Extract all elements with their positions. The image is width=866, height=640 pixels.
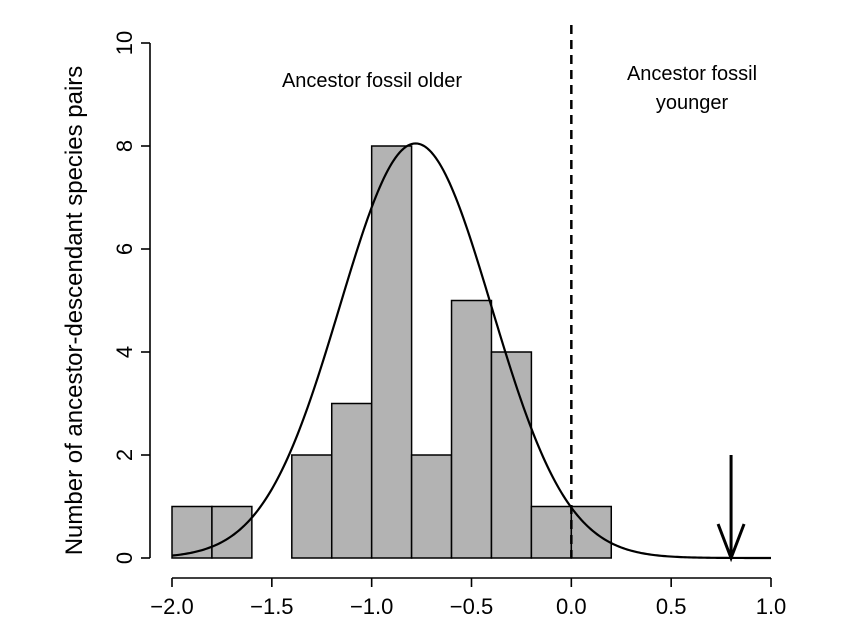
histogram-bar bbox=[490, 351, 533, 559]
annotation-ancestor-younger-line2: younger bbox=[656, 92, 729, 114]
histogram-bar bbox=[530, 505, 573, 559]
histogram-bar bbox=[370, 145, 413, 559]
y-tick-label: 6 bbox=[112, 243, 137, 255]
histogram-bar bbox=[330, 402, 373, 559]
histogram-bar bbox=[211, 505, 253, 559]
y-tick-label: 0 bbox=[112, 552, 137, 564]
histogram-bar bbox=[171, 505, 213, 559]
x-tick-label: 0.0 bbox=[556, 594, 587, 619]
y-tick-label: 10 bbox=[112, 31, 137, 55]
normal-fit-curve bbox=[171, 142, 771, 560]
x-tick-label: −1.0 bbox=[350, 594, 393, 619]
x-tick-label: 1.0 bbox=[756, 594, 787, 619]
y-tick-label: 2 bbox=[112, 449, 137, 461]
y-axis: 0 2 4 6 8 10 bbox=[112, 31, 151, 564]
histogram-bar bbox=[450, 299, 493, 559]
x-tick-label: −0.5 bbox=[450, 594, 493, 619]
x-tick-label: 0.5 bbox=[656, 594, 687, 619]
histogram-bar bbox=[410, 454, 453, 559]
y-tick-label: 4 bbox=[112, 346, 137, 358]
y-axis-title: Number of ancestor-descendant species pa… bbox=[61, 66, 88, 556]
x-tick-label: −1.5 bbox=[250, 594, 293, 619]
observed-value-arrow bbox=[716, 455, 746, 563]
arrow-head bbox=[716, 523, 746, 563]
annotation-ancestor-older: Ancestor fossil older bbox=[282, 70, 462, 92]
histogram-bars bbox=[171, 145, 613, 559]
annotation-ancestor-younger-line1: Ancestor fossil bbox=[627, 63, 757, 85]
x-tick-label: −2.0 bbox=[150, 594, 193, 619]
histogram-bar bbox=[291, 454, 333, 559]
y-tick-label: 8 bbox=[112, 140, 137, 152]
x-axis: −2.0 −1.5 −1.0 −0.5 0.0 0.5 1.0 bbox=[150, 577, 787, 619]
